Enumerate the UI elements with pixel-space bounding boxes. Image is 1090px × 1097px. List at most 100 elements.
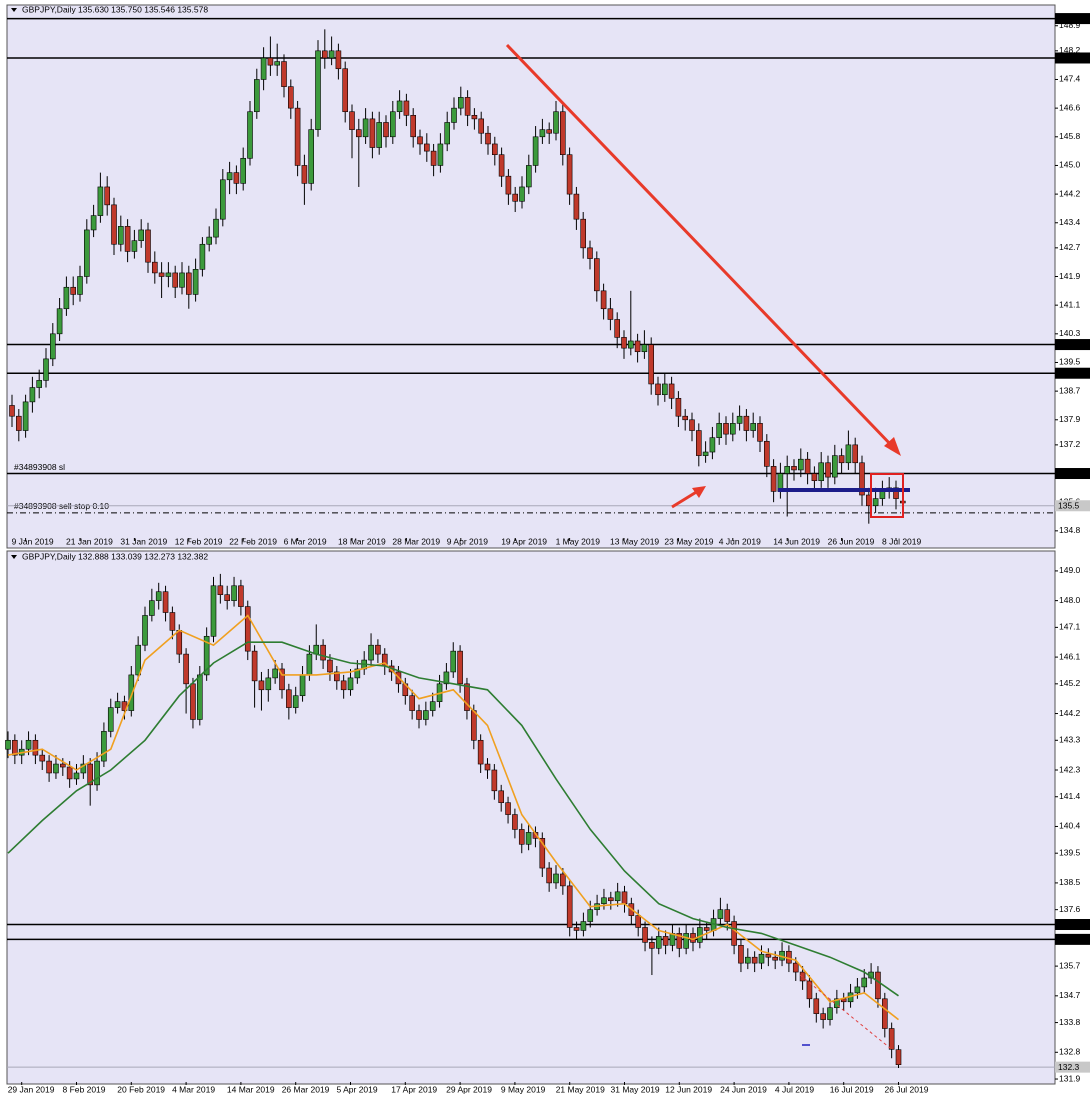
candle-body [888, 1028, 895, 1050]
candle-body [464, 97, 471, 116]
x-tick-label: 9 Apr 2019 [447, 536, 488, 546]
candle-body [532, 136, 539, 166]
y-tick-label: 137.2 [1059, 439, 1081, 449]
candle-body [152, 261, 158, 274]
candle-body [369, 118, 376, 148]
candle-body [320, 644, 326, 661]
candle-body [254, 79, 260, 113]
candle-body [80, 763, 87, 774]
candle-body [845, 444, 852, 464]
candle-body [36, 380, 43, 388]
menu-arrow[interactable] [11, 555, 17, 559]
x-tick-label: 31 Jan 2019 [120, 536, 167, 546]
candle-body [743, 415, 750, 431]
candle-body [287, 86, 294, 109]
y-tick-label: 142.3 [1059, 764, 1081, 774]
candle-body [342, 68, 349, 113]
candle-body [689, 419, 695, 431]
y-tick-label: 137.6 [1059, 904, 1081, 914]
price-box-label: 136.4 [1058, 468, 1080, 478]
candle-body [9, 405, 15, 417]
candle-body [190, 683, 196, 720]
candle-body [675, 397, 682, 417]
candle-body [423, 710, 429, 720]
candle-body [797, 458, 804, 471]
candle-body [668, 383, 675, 399]
candle-body [498, 154, 505, 177]
y-tick-label: 143.3 [1059, 735, 1081, 745]
candle-body [87, 763, 93, 786]
candle-body [763, 440, 770, 467]
candle-body [485, 132, 491, 145]
price-box [1055, 367, 1090, 379]
candle-body [90, 215, 97, 231]
candle-body [172, 272, 178, 288]
x-tick-label: 23 May 2019 [664, 536, 713, 546]
candle-body [498, 790, 505, 803]
candle-body [29, 387, 36, 403]
menu-arrow[interactable] [11, 8, 17, 12]
candle-body [751, 956, 758, 964]
candle-body [861, 977, 868, 988]
plot-layer: 134.8135.6136.4137.2137.9138.7139.5140.3… [5, 13, 1090, 1094]
y-tick-label: 138.5 [1059, 877, 1081, 887]
candle-body [491, 143, 498, 156]
candle-body [838, 455, 845, 464]
candle-body [553, 111, 559, 134]
candle-body [566, 885, 573, 928]
candle-body [642, 927, 648, 943]
price-box [1055, 1061, 1090, 1073]
x-tick-label: 29 Jan 2019 [8, 1084, 55, 1094]
candle-body [429, 701, 436, 711]
candle-body [131, 240, 138, 252]
candle-body [43, 358, 49, 381]
candle-body [484, 763, 491, 771]
candle-body [251, 650, 258, 682]
y-tick-label: 139.5 [1059, 847, 1081, 857]
y-tick-label: 142.7 [1059, 242, 1081, 252]
candle-body [784, 466, 791, 474]
candle-body [723, 423, 729, 435]
y-tick-label: 134.8 [1059, 525, 1081, 535]
moving-average [7, 641, 899, 997]
candle-body [573, 193, 580, 220]
y-tick-label: 135.7 [1059, 960, 1081, 970]
candle-body [430, 150, 437, 166]
candle-body [149, 600, 155, 616]
candle-body [682, 415, 689, 421]
candle-body [162, 591, 169, 613]
y-tick-label: 149.0 [1059, 565, 1081, 575]
candle-body [376, 122, 383, 148]
candle-body [587, 909, 594, 922]
price-box [1055, 13, 1090, 25]
trend-line [505, 43, 895, 449]
x-tick-label: 21 May 2019 [556, 1084, 605, 1094]
candle-body [470, 710, 477, 741]
candle-body [260, 57, 267, 80]
candle-body [107, 707, 114, 732]
candle-body [101, 731, 107, 762]
candle-body [56, 308, 63, 335]
x-tick-label: 14 Jun 2019 [773, 536, 820, 546]
candle-body [238, 585, 244, 607]
candle-body [258, 680, 265, 691]
candle-body [335, 50, 342, 70]
price-box-label: 149.1 [1058, 13, 1080, 23]
candle-body [49, 333, 56, 360]
x-tick-label: 4 Jun 2019 [719, 536, 761, 546]
candle-body [758, 953, 765, 964]
candle-body [765, 953, 772, 958]
candle-body [464, 683, 470, 711]
candle-body [355, 129, 362, 138]
candle-body [580, 921, 587, 931]
y-tick-label: 144.2 [1059, 188, 1081, 198]
candle-body [111, 204, 117, 245]
candle-body [383, 122, 389, 138]
price-box [1055, 468, 1090, 480]
candle-body [792, 962, 799, 973]
y-tick-label: 148.0 [1059, 595, 1081, 605]
candle-body [46, 760, 52, 774]
candle-body [854, 986, 861, 994]
y-tick-label: 141.1 [1059, 299, 1081, 309]
candle-body [328, 50, 335, 59]
